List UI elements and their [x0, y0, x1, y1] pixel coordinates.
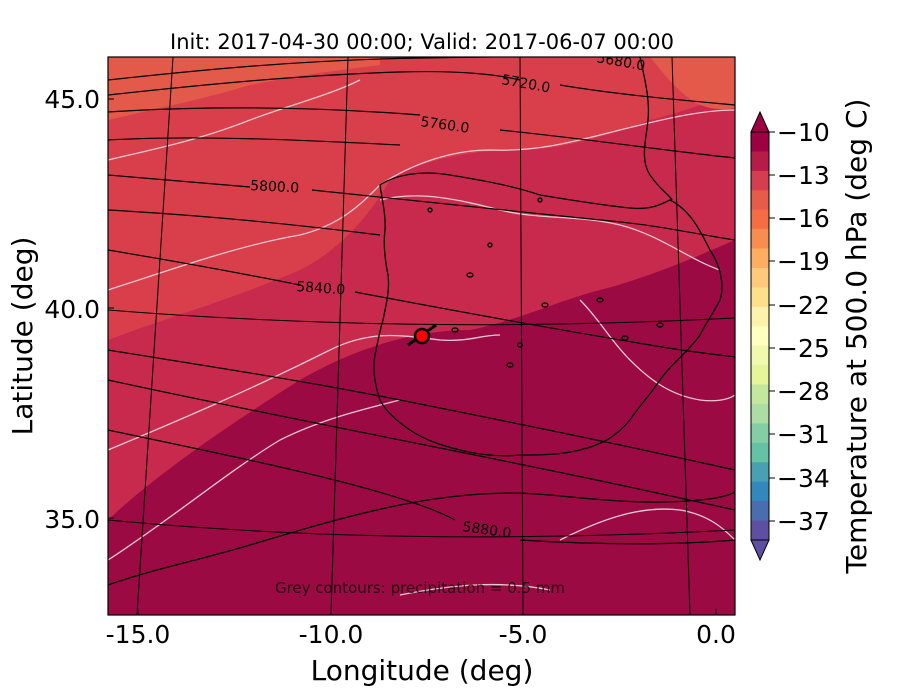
colorbar-tick-label: −28	[777, 377, 830, 406]
colorbar-band	[751, 229, 769, 250]
y-tick-label: 45.0	[44, 85, 100, 114]
coastlines	[108, 57, 735, 586]
x-tick-label: -10.0	[299, 620, 364, 649]
temperature-fill-warm	[108, 57, 735, 340]
colorbar-band	[751, 481, 769, 502]
colorbar-band	[751, 209, 769, 230]
temperature-fill-top-right	[650, 57, 735, 110]
colorbar-min-extension	[750, 539, 770, 562]
colorbar-tick-label: −34	[777, 464, 830, 493]
graticule	[108, 57, 735, 615]
colorbar-band	[751, 384, 769, 405]
colorbar-band	[751, 326, 769, 347]
colorbar-bands	[751, 132, 769, 541]
colorbar-tick-label: −31	[777, 420, 830, 449]
colorbar-band	[751, 345, 769, 366]
colorbar-band	[751, 520, 769, 541]
colorbar-tick-label: −37	[777, 507, 830, 536]
colorbar-ticks	[769, 131, 775, 522]
y-axis-label: Latitude (deg)	[6, 237, 39, 436]
height-contours	[108, 57, 735, 545]
colorbar-tick-label: −10	[777, 118, 830, 147]
colorbar-band	[751, 151, 769, 172]
colorbar-band	[751, 190, 769, 211]
contour-label-5880: 5880.0	[461, 519, 512, 542]
colorbar-tick-labels: −10 −13 −16 −19 −22 −25 −28 −31 −34 −37	[777, 118, 830, 536]
precipitation-footnote: Grey contours: precipitation = 0.5 mm	[275, 579, 565, 597]
colorbar: −10 −13 −16 −19 −22 −25 −28 −31 −34 −37 …	[750, 99, 873, 575]
y-tick-label: 35.0	[44, 505, 100, 534]
contour-label-5800: 5800.0	[250, 178, 300, 197]
figure-title: Init: 2017-04-30 00:00; Valid: 2017-06-0…	[170, 30, 674, 54]
colorbar-band	[751, 287, 769, 308]
x-axis: -15.0 -10.0 -5.0 0.0 Longitude (deg)	[106, 609, 736, 687]
colorbar-band	[751, 268, 769, 289]
y-tick-label: 40.0	[44, 295, 100, 324]
colorbar-band	[751, 132, 769, 153]
location-marker	[407, 323, 437, 347]
x-tick-label: 0.0	[696, 620, 736, 649]
colorbar-tick-label: −19	[777, 247, 830, 276]
y-axis: 45.0 40.0 35.0 Latitude (deg)	[6, 85, 114, 534]
colorbar-band	[751, 404, 769, 425]
colorbar-band	[751, 170, 769, 191]
contour-label-5840: 5840.0	[296, 279, 346, 298]
contour-label-5760: 5760.0	[419, 114, 470, 137]
map-panel: 5680.0 5720.0 5760.0 5800.0 5840.0 5880.…	[108, 57, 735, 615]
x-tick-label: -15.0	[106, 620, 171, 649]
colorbar-tick-label: −25	[777, 334, 830, 363]
colorbar-tick-label: −22	[777, 291, 830, 320]
colorbar-band	[751, 423, 769, 444]
map-frame	[107, 56, 736, 616]
colorbar-band	[751, 462, 769, 483]
colorbar-label: Temperature at 500.0 hPa (deg C)	[840, 99, 873, 575]
colorbar-frame	[750, 131, 770, 541]
x-axis-label: Longitude (deg)	[311, 654, 534, 687]
colorbar-band	[751, 501, 769, 522]
colorbar-band	[751, 306, 769, 327]
colorbar-tick-label: −13	[777, 161, 830, 190]
colorbar-band	[751, 248, 769, 269]
colorbar-band	[751, 365, 769, 386]
colorbar-band	[751, 442, 769, 463]
colorbar-tick-label: −16	[777, 204, 830, 233]
x-tick-label: -5.0	[499, 620, 548, 649]
colorbar-max-extension	[750, 110, 770, 133]
